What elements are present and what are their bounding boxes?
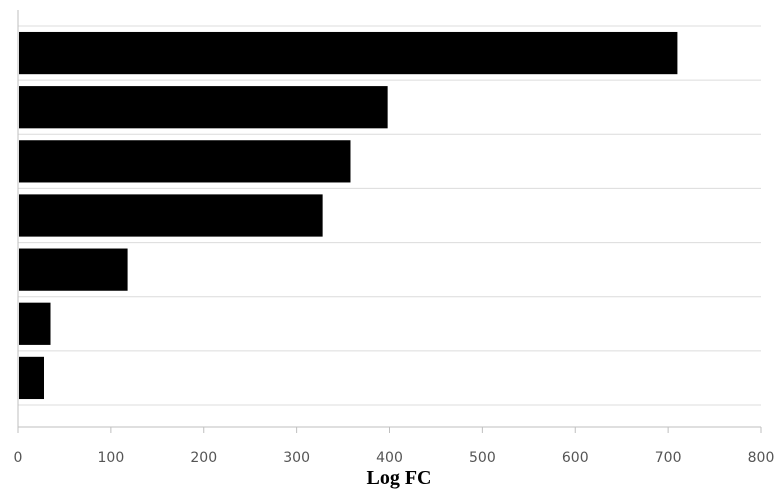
- bars: [19, 31, 678, 400]
- x-tick-label: 600: [562, 450, 589, 466]
- x-tick-label: 400: [376, 450, 403, 466]
- bar-3: [19, 140, 351, 183]
- bar-2: [19, 86, 388, 129]
- gridlines: [18, 25, 761, 406]
- x-axis-title: Log FC: [367, 467, 432, 489]
- x-tick-label: 500: [469, 450, 496, 466]
- bar-6: [19, 302, 51, 345]
- bar-7: [19, 356, 45, 400]
- x-tick-label: 300: [283, 450, 310, 466]
- x-tick-label: 700: [655, 450, 682, 466]
- bar-5: [19, 248, 128, 291]
- bar-1: [19, 31, 678, 75]
- x-tick-label: 200: [190, 450, 217, 466]
- x-tick-label: 100: [98, 450, 125, 466]
- x-tick-label: 800: [748, 450, 775, 466]
- x-axis-ticks: 0 100 200 300 400 500 600 700 800: [14, 427, 775, 466]
- x-tick-label: 0: [14, 450, 23, 466]
- bar-4: [19, 194, 323, 237]
